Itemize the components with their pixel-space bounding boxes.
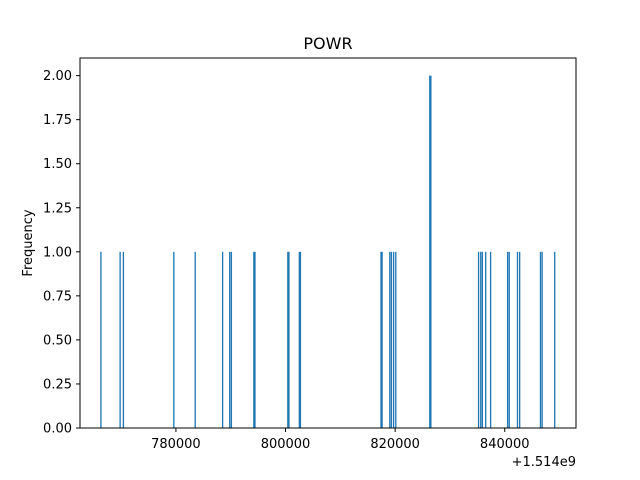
histogram-bar-27: [506, 251, 509, 428]
y-tick-label-8: 2.00: [43, 69, 72, 84]
histogram-bar-3: [173, 251, 175, 428]
histogram-bar-8: [253, 251, 255, 428]
histogram-bar-13: [299, 251, 302, 428]
x-tick-label-0: 780000: [151, 437, 201, 452]
histogram-bar-5: [221, 251, 224, 428]
histogram-bar-26: [489, 251, 492, 428]
bars-group: [100, 75, 556, 429]
histogram-bar-32: [541, 251, 543, 428]
histogram-bar-6: [229, 251, 231, 428]
y-tick-label-1: 0.25: [43, 377, 72, 392]
histogram-bar-12: [298, 251, 300, 428]
x-tick-label-1: 800000: [261, 437, 311, 452]
x-axis-offset-label: +1.514e9: [512, 455, 576, 470]
histogram-bar-17: [390, 251, 393, 428]
histogram-bar-18: [392, 251, 395, 428]
histogram-bar-0: [100, 251, 102, 428]
histogram-bar-20: [429, 75, 431, 429]
y-tick-label-6: 1.50: [43, 157, 72, 172]
y-tick-label-4: 1.00: [43, 245, 72, 260]
y-tick-label-3: 0.75: [43, 289, 72, 304]
histogram-bar-16: [389, 251, 391, 428]
histogram-bar-7: [230, 251, 233, 428]
y-axis: 0.00 0.25 0.50 0.75 1.00 1.25 1.50 1.75 2.00: [43, 69, 80, 437]
y-tick-label-7: 1.75: [43, 113, 72, 128]
histogram-bar-19: [395, 251, 397, 428]
histogram-bar-30: [519, 251, 521, 428]
y-axis-label: Frequency: [21, 209, 36, 276]
y-tick-label-0: 0.00: [43, 422, 72, 437]
x-tick-label-3: 840000: [480, 437, 530, 452]
histogram-bar-23: [480, 251, 482, 428]
histogram-bar-22: [477, 251, 480, 428]
histogram-bar-2: [122, 251, 125, 428]
histogram-bar-21: [430, 75, 432, 429]
y-tick-label-2: 0.50: [43, 333, 72, 348]
histogram-bar-4: [194, 251, 196, 428]
histogram-bar-14: [380, 251, 382, 428]
histogram-bar-15: [381, 251, 383, 428]
histogram-bar-1: [119, 251, 121, 428]
chart-title: POWR: [303, 34, 352, 53]
x-axis: 780000 800000 820000 840000: [151, 428, 530, 452]
histogram-bar-31: [539, 251, 542, 428]
plot-frame: [79, 57, 577, 429]
x-tick-label-2: 820000: [370, 437, 420, 452]
histogram-bar-28: [508, 251, 510, 428]
histogram-bar-10: [287, 251, 289, 428]
histogram-bar-29: [516, 251, 519, 428]
histogram-bar-11: [288, 251, 290, 428]
histogram-bar-9: [254, 251, 256, 428]
histogram-bar-25: [485, 251, 487, 428]
histogram-bar-24: [481, 251, 484, 428]
y-tick-label-5: 1.25: [43, 201, 72, 216]
histogram-bar-33: [554, 251, 556, 428]
